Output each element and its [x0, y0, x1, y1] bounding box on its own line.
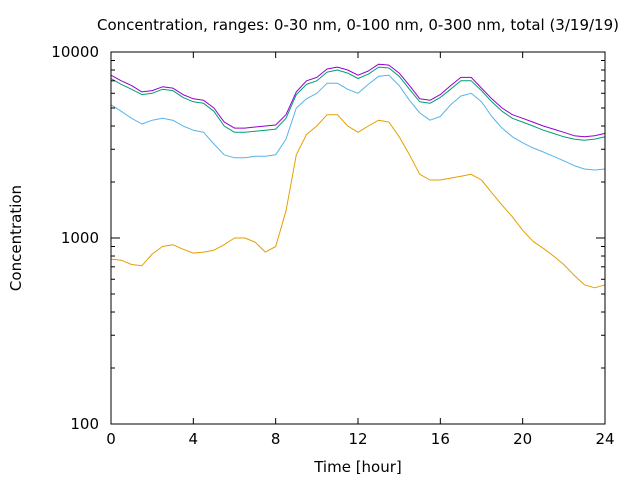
x-tick-label: 4 [189, 430, 199, 448]
x-tick-label: 8 [271, 430, 281, 448]
series-line-2 [110, 74, 606, 171]
series-line-1 [110, 114, 606, 289]
y-tick-label: 100 [70, 415, 99, 433]
x-tick-label: 12 [348, 430, 367, 448]
chart-title: Concentration, ranges: 0-30 nm, 0-100 nm… [97, 16, 619, 34]
y-tick-label: 1000 [61, 229, 99, 247]
y-tick-label: 10000 [51, 43, 99, 61]
x-tick-label: 0 [106, 430, 116, 448]
plot-frame [110, 51, 606, 425]
tick-layer: 0 4 8 12 16 20 24 100 1000 10000 [51, 43, 614, 448]
y-axis-label: Concentration [7, 185, 25, 291]
series-layer [110, 63, 606, 289]
series-line-4 [110, 63, 606, 138]
x-axis-label: Time [hour] [313, 458, 402, 476]
series-line-3 [110, 66, 606, 141]
x-tick-label: 24 [595, 430, 614, 448]
x-tick-label: 20 [513, 430, 532, 448]
x-tick-label: 16 [431, 430, 450, 448]
